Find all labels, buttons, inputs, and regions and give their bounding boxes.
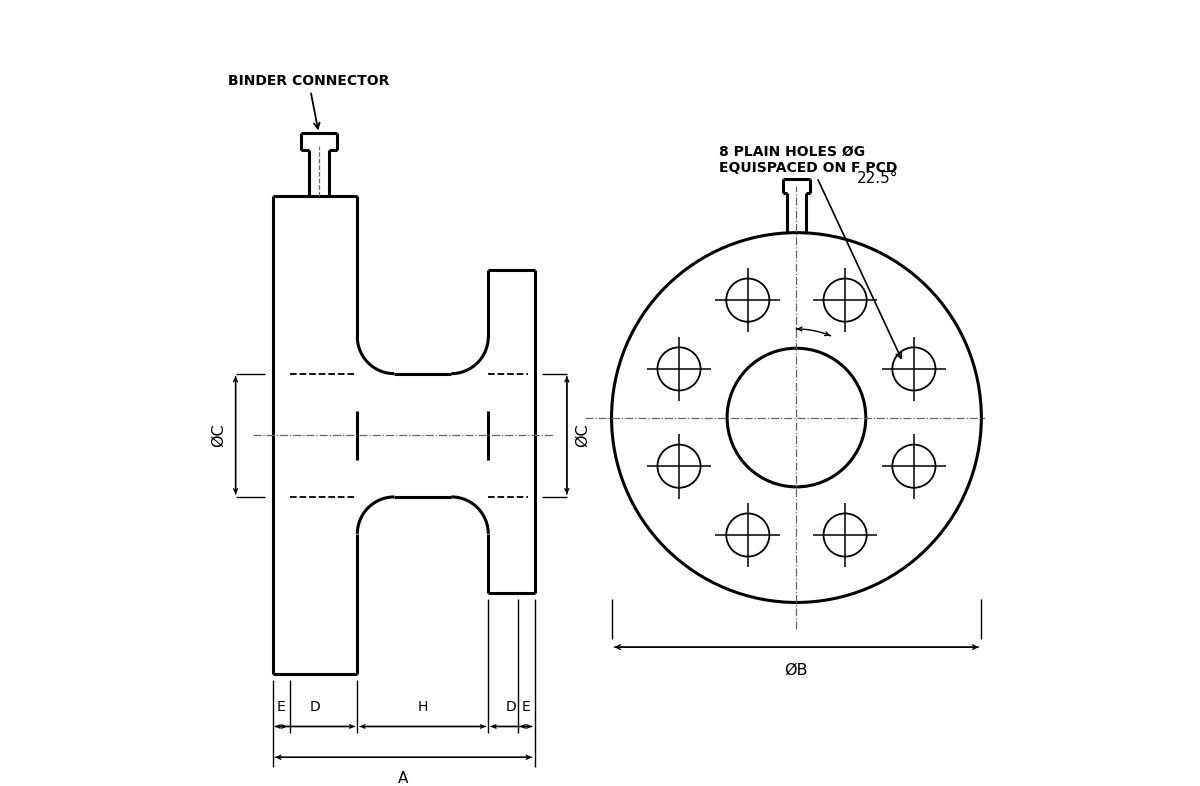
Text: ØB: ØB: [785, 663, 809, 678]
Text: E: E: [522, 700, 530, 714]
Text: 22.5°: 22.5°: [857, 171, 898, 186]
Text: D: D: [506, 700, 517, 714]
Text: ØC: ØC: [575, 424, 589, 447]
Text: E: E: [277, 700, 286, 714]
Text: ØC: ØC: [211, 424, 226, 447]
Text: BINDER CONNECTOR: BINDER CONNECTOR: [228, 74, 389, 129]
Text: 8 PLAIN HOLES ØG
EQUISPACED ON F PCD: 8 PLAIN HOLES ØG EQUISPACED ON F PCD: [720, 145, 901, 358]
Text: A: A: [398, 771, 409, 786]
Text: H: H: [418, 700, 428, 714]
Text: D: D: [310, 700, 320, 714]
